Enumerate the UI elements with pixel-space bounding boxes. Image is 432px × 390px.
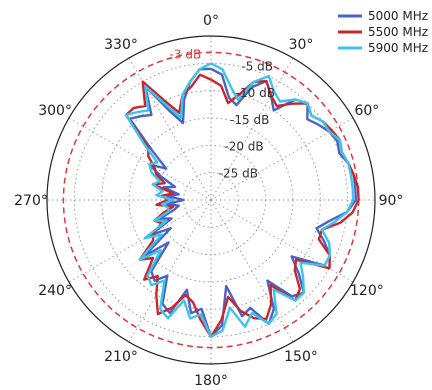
angle-tick-label-90: 90° bbox=[379, 193, 404, 209]
angular-grid-spoke-30 bbox=[210, 57, 294, 201]
angle-tick-label-60: 60° bbox=[354, 103, 379, 119]
series-layer bbox=[124, 62, 360, 338]
radial-tick-label-3: -10 dB bbox=[236, 86, 275, 100]
reference-circle-group: -3 dB bbox=[62, 48, 360, 349]
angular-grid-spoke-300 bbox=[68, 117, 212, 201]
angle-tick-label-30: 30° bbox=[289, 37, 314, 53]
angle-tick-label-240: 240° bbox=[38, 283, 72, 299]
angular-grid-spoke-150 bbox=[210, 199, 294, 343]
angular-grid-spoke-60 bbox=[210, 117, 354, 201]
angle-tick-label-300: 300° bbox=[38, 103, 72, 119]
outer-boundary-circle bbox=[46, 35, 376, 365]
angle-tick-labels: 0° 30° 60° 90° 120° 150° 180° 210° 240° 270° 300° 3… bbox=[14, 13, 403, 389]
legend-label-0: 5000 MHz bbox=[368, 9, 428, 23]
reference-circle-label: -3 dB bbox=[170, 48, 202, 62]
radial-tick-label-1: -20 dB bbox=[224, 140, 263, 154]
radial-tick-label-4: -5 dB bbox=[241, 59, 273, 73]
angle-tick-label-150: 150° bbox=[284, 349, 318, 365]
angular-grid-spoke-120 bbox=[210, 199, 354, 283]
angle-tick-label-120: 120° bbox=[350, 283, 384, 299]
series-line-2 bbox=[124, 62, 355, 338]
radial-tick-labels: -25 dB -20 dB -15 dB -10 dB -5 dB bbox=[219, 59, 275, 180]
legend-label-2: 5900 MHz bbox=[368, 41, 428, 55]
angular-grid-spoke-210 bbox=[128, 199, 212, 343]
angular-grid-spoke-240 bbox=[68, 199, 212, 283]
angle-tick-label-210: 210° bbox=[104, 349, 138, 365]
legend-label-1: 5500 MHz bbox=[368, 25, 428, 39]
radial-tick-label-0: -25 dB bbox=[219, 166, 258, 180]
angular-grid-spoke-330 bbox=[128, 57, 212, 201]
angle-tick-label-0: 0° bbox=[203, 13, 219, 29]
angle-tick-label-270: 270° bbox=[14, 193, 48, 209]
polar-grid bbox=[46, 35, 376, 365]
radial-tick-label-2: -15 dB bbox=[230, 113, 269, 127]
legend: 5000 MHz 5500 MHz 5900 MHz bbox=[338, 9, 428, 55]
angle-tick-label-330: 330° bbox=[104, 37, 138, 53]
angle-tick-label-180: 180° bbox=[194, 373, 228, 389]
